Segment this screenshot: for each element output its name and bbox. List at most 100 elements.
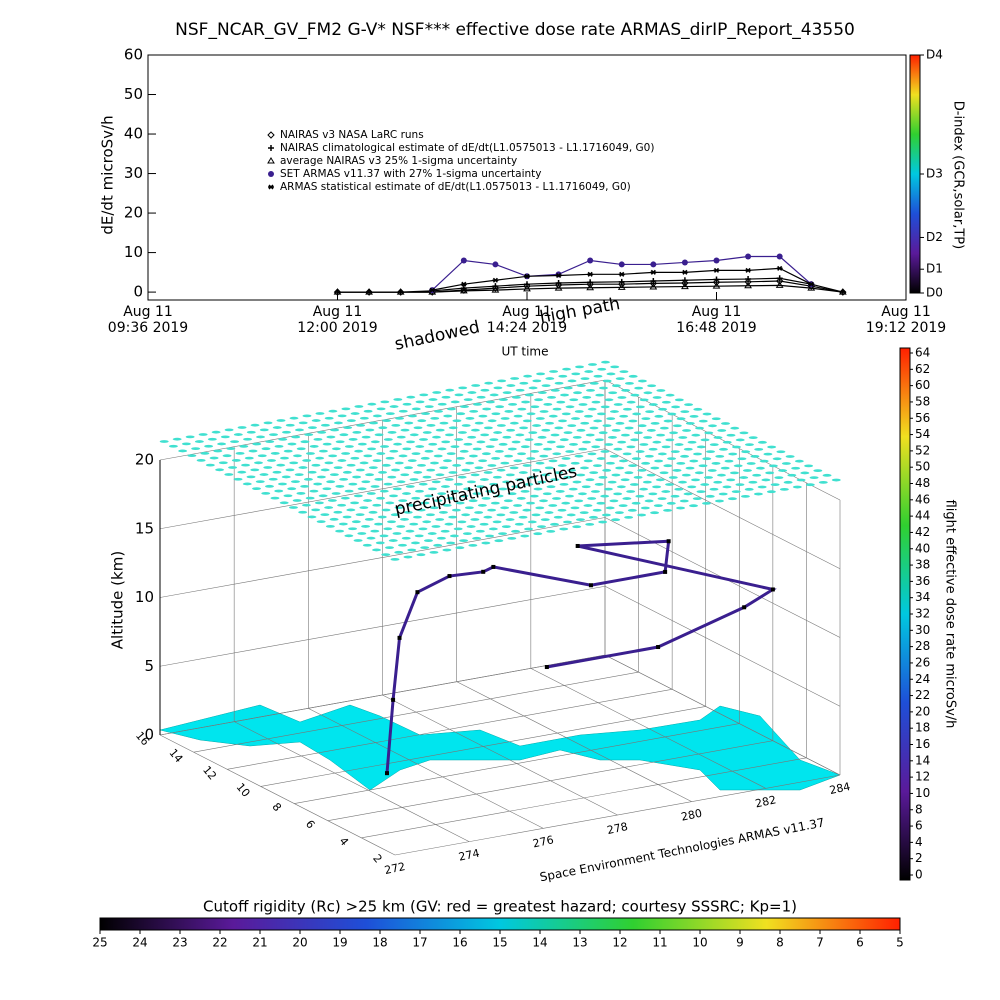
particle-dash [228,466,238,469]
particle-dash [498,487,508,491]
particle-dash [436,536,446,540]
particle-dash [191,447,201,451]
particle-dash [591,445,601,449]
marker [712,278,721,286]
particle-dash [585,522,595,526]
particle-dash [652,396,662,399]
particle-dash [693,452,703,456]
particle-dash [794,459,804,463]
particle-dash [694,471,704,475]
marker [396,288,405,296]
particle-dash [263,466,273,469]
particle-dash [707,469,717,472]
particle-dash [405,485,415,488]
colorbar-tick-label: 14 [915,753,930,767]
particle-dash [451,508,461,512]
particle-dash [302,414,312,418]
particle-dash [708,424,718,428]
particle-dash [440,485,450,488]
particle-dash [350,501,360,505]
particle-dash [442,459,452,463]
colorbar-tick-label: 26 [915,655,930,669]
particle-dash [549,522,559,526]
particle-dash [425,513,435,517]
track-point [481,569,486,574]
particle-dash [461,424,471,427]
particle-dash [448,426,458,430]
particle-dash [452,419,462,423]
particle-dash [539,499,549,503]
particle-dash [500,461,510,465]
particle-dash [615,377,625,381]
particle-dash [307,515,317,519]
colorbar-tick-label: 56 [915,411,930,425]
particle-dash [501,525,511,529]
particle-dash [417,463,426,467]
particle-dash [526,412,536,416]
particle-dash [518,471,528,474]
y-tick-label: 60 [124,46,143,64]
particle-dash [485,445,495,449]
particle-dash [298,466,308,469]
particle-dash [422,520,432,524]
particle-dash [681,473,691,477]
particle-dash [422,431,432,434]
particle-dash [300,440,310,444]
particle-dash [172,437,182,441]
particle-dash [744,487,754,491]
particle-dash [752,473,762,477]
particle-dash [402,402,412,406]
particle-dash [246,430,256,434]
particle-dash [342,470,352,474]
particle-dash [261,491,271,495]
particle-dash [602,379,612,383]
particle-dash [509,511,519,514]
particle-dash [375,541,385,545]
marker [524,273,530,279]
particle-dash [378,470,388,474]
particle-dash [314,501,324,505]
particle-dash [443,414,453,418]
colorbar-tick-label: 11 [652,936,667,950]
x-tick-label: 280 [680,807,703,824]
particle-dash [544,511,554,514]
y-tick-label: 40 [124,125,143,143]
colorbar-tick-label: 44 [915,509,930,523]
x-tick-label: 272 [383,860,406,877]
floor-grid-line [193,671,639,753]
particle-dash [491,412,501,416]
track-point [397,635,402,640]
particle-dash [539,410,549,413]
marker [838,288,847,295]
particle-dash [646,473,656,477]
particle-dash [465,461,475,465]
particle-dash [394,461,404,465]
colorbar [909,54,921,294]
particle-dash [481,452,491,456]
track-point [770,587,775,592]
particle-dash [737,457,747,461]
particle-dash [653,504,663,508]
particle-dash [620,433,630,437]
particle-dash [364,517,374,521]
particle-dash [322,442,332,446]
track-point [656,645,661,650]
particle-dash [735,483,745,487]
particle-dash [510,377,520,380]
particle-dash [380,445,390,448]
particle-dash [518,515,528,519]
particle-dash [329,473,339,477]
particle-dash [632,412,642,416]
particle-dash [639,398,649,402]
y-tick-label: 8 [269,800,283,814]
particle-dash [637,513,647,517]
particle-dash [600,494,610,498]
particle-dash [378,426,388,430]
track-point [666,539,671,544]
particle-dash [494,449,504,453]
particle-dash [530,405,540,409]
particle-dash [556,400,566,404]
particle-dash [241,463,251,467]
particle-dash [207,437,217,441]
particle-dash [594,438,604,442]
